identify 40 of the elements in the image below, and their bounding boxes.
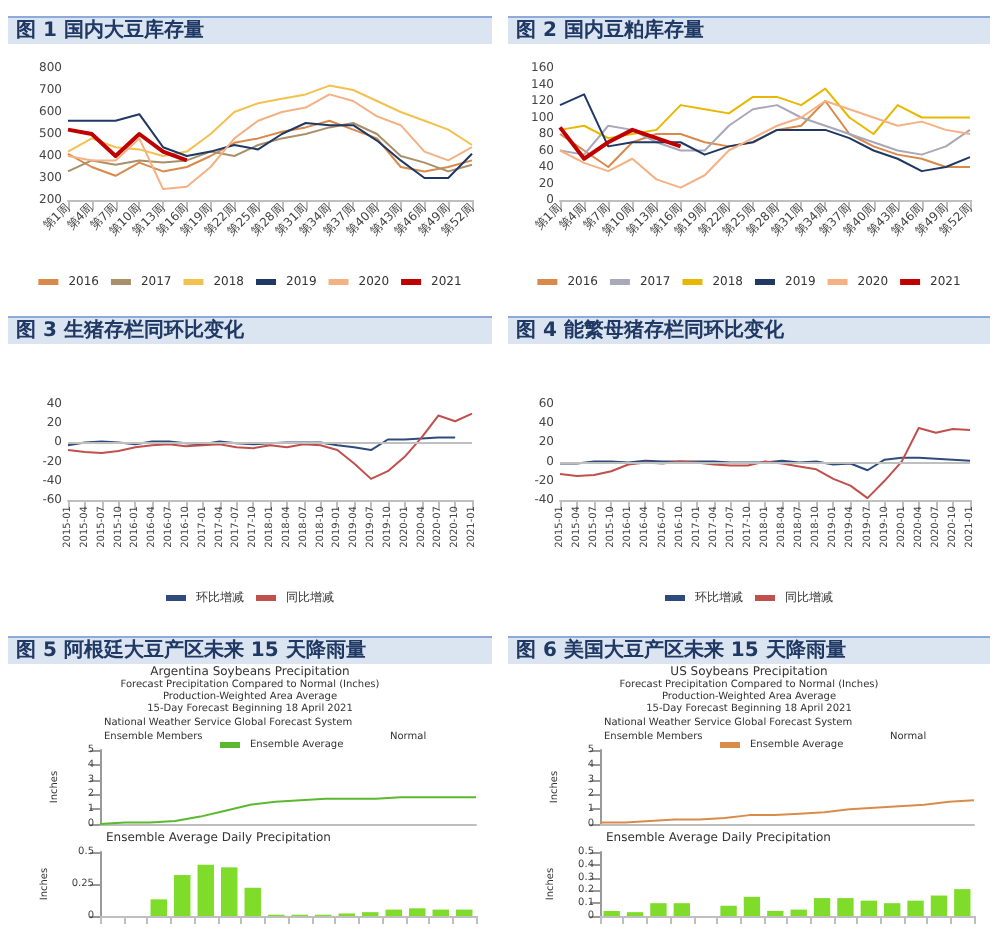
chart-title: 图 4 能繁母猪存栏同环比变化 xyxy=(508,316,990,344)
line-series xyxy=(559,104,971,156)
line-series xyxy=(67,436,457,452)
bar xyxy=(603,910,620,916)
line-series xyxy=(67,84,473,157)
chart-title: 图 2 国内豆粕库存量 xyxy=(508,16,990,44)
bar xyxy=(884,903,901,916)
bar xyxy=(907,900,924,916)
chart-title: 图 1 国内大豆库存量 xyxy=(8,16,492,44)
bar xyxy=(174,875,191,916)
chart-title: 图 6 美国大豆产区未来 15 天降雨量 xyxy=(508,636,990,664)
line-series xyxy=(559,87,971,140)
bar xyxy=(790,909,807,916)
bar xyxy=(409,908,426,916)
line-series xyxy=(99,796,477,825)
bar xyxy=(456,909,473,916)
line-series xyxy=(67,93,473,190)
bar xyxy=(930,895,948,916)
bar xyxy=(432,909,449,916)
bar xyxy=(673,903,690,916)
line-series xyxy=(67,412,473,480)
bar xyxy=(954,889,971,916)
bar xyxy=(197,864,214,916)
line-series xyxy=(558,125,683,161)
bar xyxy=(813,898,831,916)
line-series xyxy=(559,100,971,189)
bar xyxy=(860,900,877,916)
bar xyxy=(221,867,238,916)
bar xyxy=(150,899,167,916)
bar xyxy=(385,909,402,916)
bar xyxy=(244,887,261,916)
bar xyxy=(743,896,761,916)
line-series xyxy=(599,799,975,824)
line-series xyxy=(66,127,189,163)
bar xyxy=(767,910,784,916)
bar xyxy=(837,898,854,916)
chart-title: 图 3 生猪存栏同环比变化 xyxy=(8,316,492,344)
bar xyxy=(720,905,737,916)
bar xyxy=(650,903,667,916)
chart-title: 图 5 阿根廷大豆产区未来 15 天降雨量 xyxy=(8,636,492,664)
